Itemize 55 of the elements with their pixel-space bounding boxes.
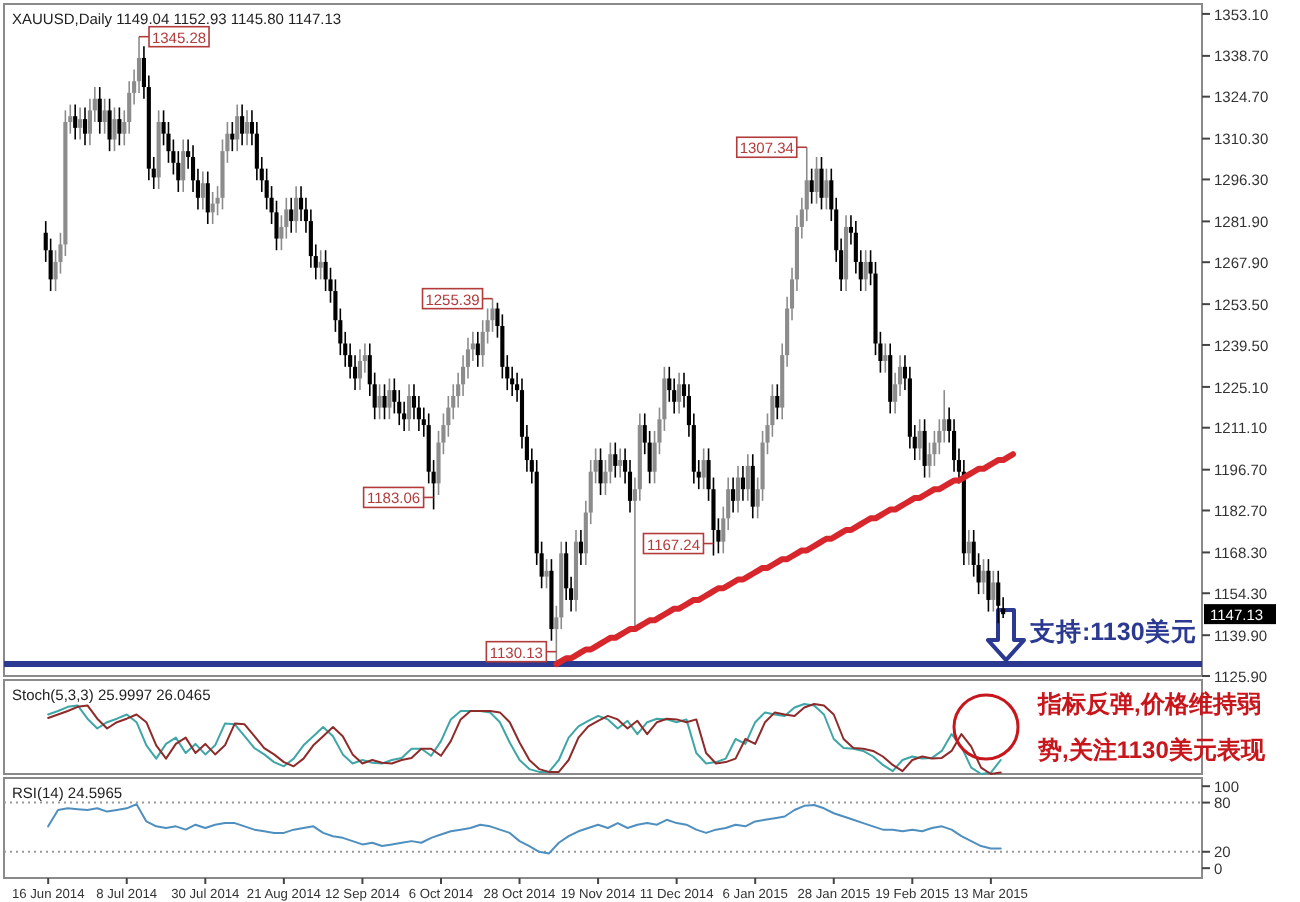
candlestick [991,570,996,613]
candlestick [740,465,745,502]
candlestick [387,377,392,421]
candlestick [318,249,323,281]
candlestick [289,196,294,234]
candlestick [775,383,780,421]
candlestick [735,465,741,514]
candlestick [731,476,736,514]
candlestick [701,447,706,490]
candlestick [377,383,382,421]
candlestick [544,558,549,590]
candlestick [205,170,210,225]
candlestick [917,418,922,461]
candlestick [97,86,102,135]
candlestick [357,348,363,391]
candlestick [107,97,112,152]
candlestick [888,342,893,415]
candlestick [78,106,83,141]
candlestick [230,121,235,152]
candlestick [475,331,480,368]
candlestick [235,103,240,152]
candlestick [294,185,299,234]
candlestick [814,156,819,205]
line-series [553,451,1016,668]
candlestick [382,383,387,421]
candlestick [996,570,1001,625]
candlestick [598,447,603,496]
annotation: 指标反弹,价格维持弱势,关注1130美元表现 [1036,690,1267,764]
candlestick [809,167,814,205]
candlestick [240,103,245,147]
candlestick [117,106,122,147]
candlestick [82,106,88,147]
candlestick [407,383,412,432]
candlestick [181,138,186,193]
candlestick [863,249,868,292]
candlestick [824,167,829,211]
legend-label: 支持:1130美元 [1028,616,1197,647]
candlestick [981,558,986,595]
candlestick [883,342,888,374]
candlestick [677,371,682,415]
candlestick [244,109,250,147]
candlestick [578,529,583,566]
candlestick [986,558,991,613]
candlestick [819,156,824,211]
candlestick [112,106,117,152]
line-series [47,803,1002,855]
candlestick [745,453,750,502]
candlestick [618,447,623,479]
candlestick [966,529,971,566]
candlestick [750,453,755,520]
candlestick [102,97,107,135]
candlestick [613,441,618,479]
candlestick [200,170,205,211]
candlestick [922,418,927,479]
candlestick [73,103,78,141]
